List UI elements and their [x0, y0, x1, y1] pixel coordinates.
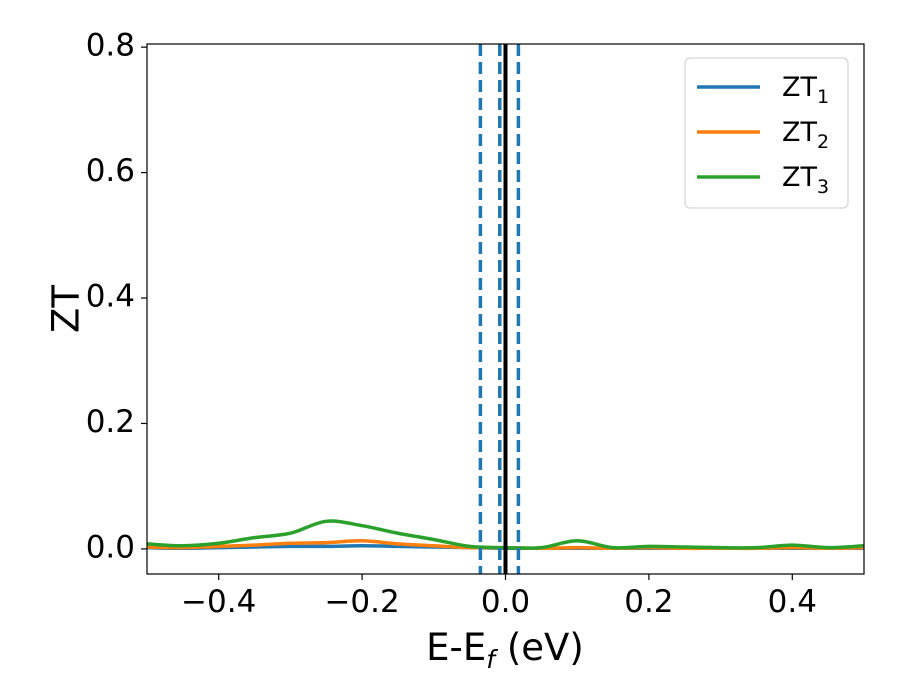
y-tick-label: 0.2 [86, 404, 135, 440]
x-tick-label: 0.0 [481, 584, 530, 620]
x-tick-label: 0.4 [768, 584, 817, 620]
x-tick-label: −0.4 [181, 584, 256, 620]
legend-label-zt1: ZT1 [782, 72, 829, 108]
legend-label-zt3: ZT3 [782, 162, 829, 198]
y-tick-label: 0.4 [86, 279, 135, 315]
legend: ZT1 ZT2 ZT3 [684, 57, 849, 209]
x-tick-label: 0.2 [624, 584, 673, 620]
y-axis-label: ZT [45, 285, 88, 333]
y-tick-label: 0.8 [86, 28, 135, 64]
legend-label-zt2: ZT2 [782, 117, 829, 153]
y-tick-label: 0.6 [86, 153, 135, 189]
x-axis-label: E-Ef (eV) [426, 626, 584, 674]
x-tick-label: −0.2 [324, 584, 399, 620]
legend-box [684, 57, 849, 209]
y-tick-label: 0.0 [86, 529, 135, 565]
